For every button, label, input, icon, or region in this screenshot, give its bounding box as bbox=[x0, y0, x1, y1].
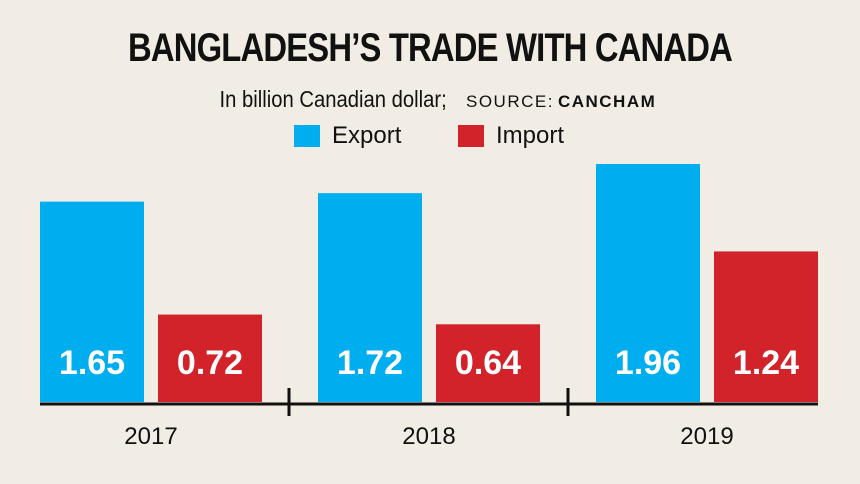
x-tick-label-2019: 2019 bbox=[680, 423, 733, 450]
unit-note: In billion Canadian dollar; bbox=[219, 86, 447, 112]
x-tick-label-2017: 2017 bbox=[124, 423, 177, 450]
legend-swatch-export bbox=[294, 125, 320, 147]
bar-label-export-2018: 1.72 bbox=[337, 344, 403, 382]
bar-label-import-2017: 0.72 bbox=[177, 344, 243, 382]
bar-label-import-2019: 1.24 bbox=[733, 344, 799, 382]
legend-label-export: Export bbox=[332, 122, 402, 149]
legend-item-import: Import bbox=[458, 122, 564, 150]
bar-import-2018 bbox=[436, 324, 540, 402]
legend-item-export: Export bbox=[294, 122, 401, 150]
source-name: CANCHAM bbox=[557, 92, 657, 111]
x-tick-label-2018: 2018 bbox=[402, 423, 455, 450]
chart-subtitle: In billion Canadian dollar; SOURCE: CANCHA… bbox=[0, 86, 860, 113]
source-label: SOURCE: bbox=[465, 92, 554, 111]
bar-label-export-2017: 1.65 bbox=[59, 344, 125, 382]
bar-label-import-2018: 0.64 bbox=[455, 344, 521, 382]
legend: Export Import bbox=[0, 122, 860, 150]
bar-export-2017 bbox=[40, 201, 144, 402]
chart-title: BANGLADESH’S TRADE WITH CANADA bbox=[127, 26, 733, 70]
bar-export-2018 bbox=[318, 193, 422, 402]
bar-import-2017 bbox=[158, 314, 262, 402]
bar-import-2019 bbox=[714, 251, 818, 402]
legend-swatch-import bbox=[458, 125, 484, 147]
legend-label-import: Import bbox=[496, 122, 565, 149]
bar-export-2019 bbox=[596, 164, 700, 402]
bar-label-export-2019: 1.96 bbox=[615, 344, 681, 382]
